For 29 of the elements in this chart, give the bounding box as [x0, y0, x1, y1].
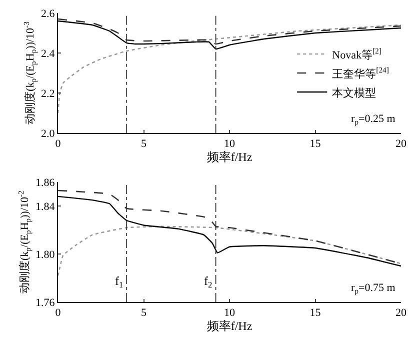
y-tick-label: 1.80: [36, 248, 56, 261]
x-tick-label: 5: [141, 138, 147, 150]
y-tick-label: 2.2: [41, 88, 55, 100]
y-tick-label: 2.6: [41, 8, 56, 20]
annotation: r$_{p}$=0.25 m: [351, 113, 396, 126]
y-tick-label: 1.84: [36, 200, 56, 213]
annotation: r$_{p}$=0.75 m: [351, 282, 396, 296]
line-series: [58, 24, 401, 114]
legend-label: Novak等$^{[2]}$: [332, 46, 382, 62]
y-tick-label: 1.76: [36, 296, 56, 309]
x-tick-label: 15: [310, 307, 322, 320]
legend-label: 本文模型: [332, 86, 376, 100]
x-tick-label: 15: [310, 138, 322, 150]
x-axis-title: 频率f/Hz: [206, 150, 252, 164]
x-tick-label: 20: [396, 138, 407, 150]
x-axis-title: 频率f/Hz: [206, 319, 252, 334]
x-tick-label: 20: [396, 307, 407, 320]
x-tick-label: 0: [55, 307, 62, 320]
annotation: f$_{1}$: [115, 274, 124, 290]
x-tick-label: 10: [224, 307, 236, 320]
x-tick-label: 0: [55, 138, 62, 150]
y-tick-label: 1.86: [36, 176, 56, 189]
y-tick-label: 2.0: [41, 128, 56, 140]
x-tick-label: 10: [224, 138, 236, 150]
y-tick-label: 2.4: [41, 48, 56, 60]
x-tick-label: 5: [141, 307, 147, 320]
legend-label: 王奎华等$^{[24]}$: [332, 66, 389, 80]
line-series: [58, 226, 401, 276]
annotation: f$_{2}$: [204, 274, 212, 290]
